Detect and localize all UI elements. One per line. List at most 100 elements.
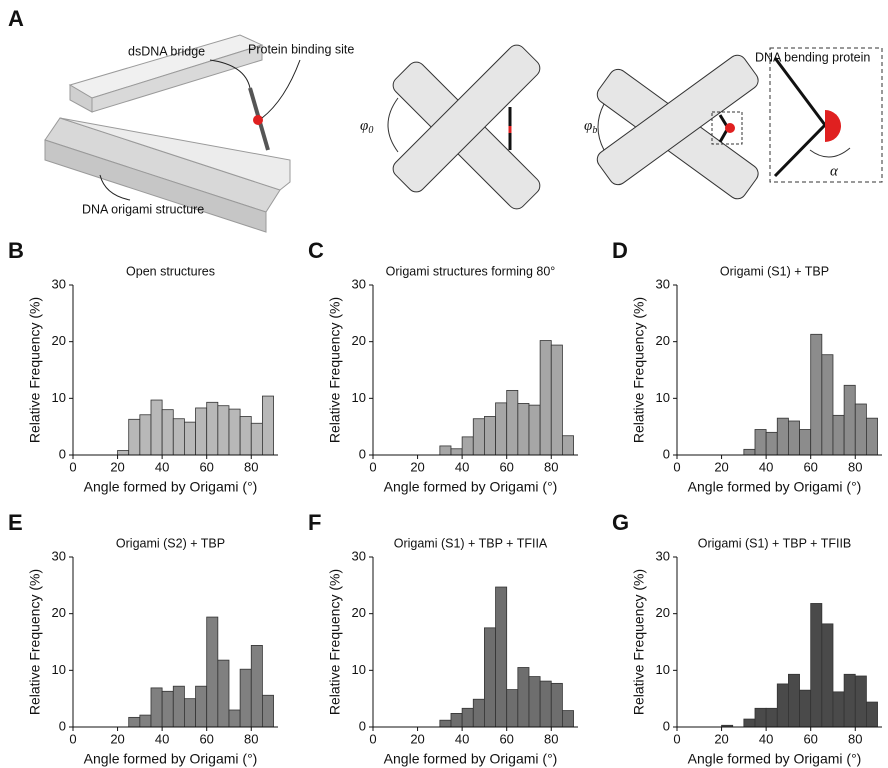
- chart-title: Origami (S1) + TBP + TFIIA: [394, 536, 548, 550]
- bridge-label: dsDNA bridge: [128, 44, 205, 58]
- histogram-panel: EOrigami (S2) + TBP0102030020406080Angle…: [8, 510, 278, 767]
- bar: [184, 422, 195, 455]
- bar: [777, 418, 788, 455]
- y-tick-label: 0: [359, 718, 366, 733]
- chart-title: Open structures: [126, 264, 215, 278]
- bar: [562, 436, 573, 455]
- bar: [551, 683, 562, 727]
- bar: [822, 624, 833, 727]
- bar: [151, 400, 162, 455]
- y-tick-label: 20: [656, 605, 670, 620]
- bar: [473, 699, 484, 727]
- bar: [744, 449, 755, 455]
- bar: [162, 691, 173, 727]
- x-tick-label: 40: [759, 459, 773, 474]
- bar: [251, 423, 262, 455]
- bar: [218, 660, 229, 727]
- bar: [173, 419, 184, 455]
- bar: [151, 688, 162, 727]
- bar: [229, 409, 240, 455]
- x-tick-label: 40: [155, 459, 169, 474]
- bar: [855, 676, 866, 727]
- bar: [207, 402, 218, 455]
- y-axis-label: Relative Frequency (%): [27, 297, 43, 443]
- bar: [473, 419, 484, 455]
- bar: [484, 628, 495, 727]
- x-axis-label: Angle formed by Origami (°): [384, 751, 558, 767]
- y-axis-label: Relative Frequency (%): [27, 569, 43, 715]
- bar: [173, 686, 184, 727]
- arrow: [262, 60, 300, 118]
- panel-letter: C: [308, 238, 324, 263]
- bar: [844, 674, 855, 727]
- y-tick-label: 30: [52, 276, 66, 291]
- bar: [540, 681, 551, 727]
- y-tick-label: 10: [52, 390, 66, 405]
- cross-bent: [594, 48, 882, 202]
- x-tick-label: 80: [848, 459, 862, 474]
- bar: [766, 708, 777, 727]
- bar: [788, 421, 799, 455]
- bar: [184, 699, 195, 727]
- x-axis-label: Angle formed by Origami (°): [84, 751, 258, 767]
- x-tick-label: 60: [199, 731, 213, 746]
- x-tick-label: 80: [848, 731, 862, 746]
- phi-b: φb: [584, 118, 597, 136]
- panel-letter: G: [612, 510, 629, 535]
- site-label: Protein binding site: [248, 42, 354, 56]
- bar: [496, 587, 507, 727]
- bar: [755, 430, 766, 456]
- bar: [507, 690, 518, 727]
- x-tick-label: 60: [803, 459, 817, 474]
- bar: [529, 405, 540, 455]
- bar: [462, 437, 473, 455]
- y-tick-label: 20: [352, 333, 366, 348]
- bar: [755, 708, 766, 727]
- panel-letter: A: [8, 6, 24, 31]
- bar: [484, 416, 495, 455]
- x-tick-label: 40: [155, 731, 169, 746]
- bar: [162, 410, 173, 455]
- panel-letter: D: [612, 238, 628, 263]
- bar: [240, 416, 251, 455]
- y-axis-label: Relative Frequency (%): [631, 297, 647, 443]
- bar: [129, 419, 140, 455]
- x-tick-label: 40: [455, 459, 469, 474]
- y-tick-label: 0: [59, 446, 66, 461]
- chart-title: Origami structures forming 80°: [386, 264, 556, 278]
- x-tick-label: 0: [673, 731, 680, 746]
- bar: [766, 432, 777, 455]
- x-tick-label: 80: [544, 459, 558, 474]
- bar: [262, 396, 273, 455]
- phi-0: φ0: [360, 118, 373, 136]
- chart-title: Origami (S2) + TBP: [116, 536, 225, 550]
- bar: [196, 408, 207, 455]
- x-tick-label: 80: [244, 459, 258, 474]
- x-tick-label: 40: [455, 731, 469, 746]
- bar: [833, 692, 844, 727]
- y-axis-label: Relative Frequency (%): [327, 569, 343, 715]
- y-axis-label: Relative Frequency (%): [327, 297, 343, 443]
- x-tick-label: 0: [369, 459, 376, 474]
- bar: [811, 603, 822, 727]
- bar: [822, 355, 833, 455]
- bar: [529, 677, 540, 727]
- x-tick-label: 40: [759, 731, 773, 746]
- x-axis-label: Angle formed by Origami (°): [384, 479, 558, 495]
- x-tick-label: 20: [714, 459, 728, 474]
- bar: [518, 668, 529, 728]
- bar: [866, 418, 877, 455]
- bar: [140, 415, 151, 455]
- x-tick-label: 0: [69, 459, 76, 474]
- bar: [440, 446, 451, 455]
- y-tick-label: 0: [59, 718, 66, 733]
- cross-open: [388, 41, 544, 212]
- x-axis-label: Angle formed by Origami (°): [84, 479, 258, 495]
- bar: [262, 695, 273, 727]
- x-tick-label: 20: [410, 731, 424, 746]
